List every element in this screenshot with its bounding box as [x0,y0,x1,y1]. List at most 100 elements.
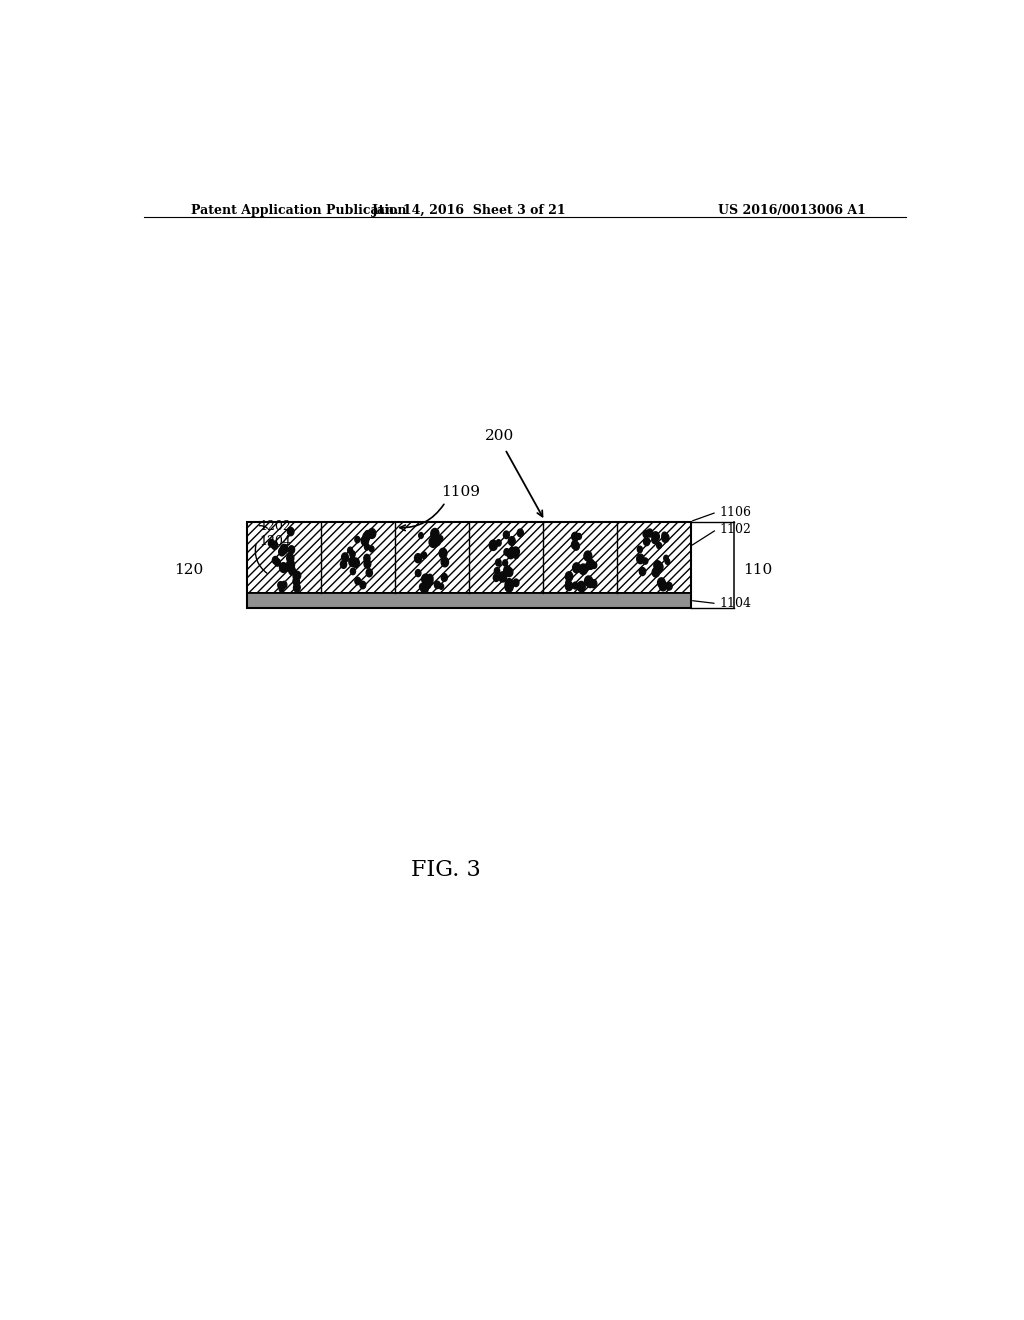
Circle shape [349,557,356,566]
Circle shape [578,581,586,591]
Circle shape [365,544,370,550]
Text: 120: 120 [174,564,204,577]
Circle shape [652,537,657,544]
Circle shape [278,582,284,589]
Circle shape [348,546,352,553]
Circle shape [342,553,348,561]
Circle shape [512,546,519,556]
Circle shape [422,552,427,558]
Circle shape [288,528,294,536]
Circle shape [272,557,279,564]
Circle shape [654,561,662,570]
Text: 1102: 1102 [719,523,752,536]
Circle shape [420,583,425,590]
Circle shape [294,572,301,579]
Circle shape [368,528,376,539]
Circle shape [422,574,429,585]
Circle shape [280,586,284,593]
Circle shape [580,566,585,573]
Circle shape [416,569,421,577]
Circle shape [657,578,666,587]
Circle shape [571,532,579,541]
Circle shape [667,582,672,590]
Bar [247,521,691,609]
Circle shape [279,548,285,556]
Circle shape [429,537,437,548]
Circle shape [568,583,572,589]
Circle shape [643,537,650,545]
Circle shape [286,564,292,572]
Circle shape [439,548,446,558]
Circle shape [494,574,499,581]
Circle shape [419,532,423,539]
Circle shape [507,549,514,558]
Circle shape [282,581,287,589]
Circle shape [513,552,519,558]
Circle shape [506,568,513,577]
Circle shape [289,545,295,553]
Circle shape [355,577,360,585]
Circle shape [287,553,294,562]
Circle shape [505,582,513,591]
Circle shape [268,540,274,546]
Circle shape [352,558,359,568]
Circle shape [439,583,443,589]
Circle shape [646,529,653,537]
Text: 200: 200 [485,429,514,444]
Circle shape [639,568,646,576]
Text: US 2016/0013006 A1: US 2016/0013006 A1 [718,205,866,216]
Circle shape [271,541,278,549]
Circle shape [489,540,498,550]
Circle shape [571,541,578,549]
Circle shape [643,531,649,537]
Circle shape [577,533,582,540]
Circle shape [360,581,366,589]
Circle shape [580,564,588,574]
Circle shape [656,543,662,549]
Circle shape [274,558,281,566]
Circle shape [427,577,433,585]
Circle shape [664,556,669,561]
Circle shape [566,579,570,586]
Circle shape [659,581,667,591]
Circle shape [441,557,449,566]
Circle shape [496,560,501,566]
Text: Patent Application Publication: Patent Application Publication [191,205,407,216]
Circle shape [504,531,509,539]
Circle shape [361,536,369,545]
Circle shape [643,558,648,564]
Circle shape [592,562,597,569]
Circle shape [366,531,371,537]
Circle shape [666,558,670,565]
Circle shape [495,568,500,574]
Circle shape [652,568,659,577]
Text: Jan. 14, 2016  Sheet 3 of 21: Jan. 14, 2016 Sheet 3 of 21 [372,205,566,216]
Text: 1202: 1202 [259,520,291,533]
Circle shape [427,574,433,582]
Circle shape [571,533,577,540]
Text: 1104: 1104 [719,597,752,610]
Circle shape [340,561,347,569]
Circle shape [350,550,355,557]
Circle shape [281,544,288,554]
Circle shape [293,573,299,581]
Bar [247,521,691,593]
Circle shape [662,532,667,539]
Circle shape [434,581,440,589]
Circle shape [572,582,578,589]
Circle shape [585,576,593,586]
Circle shape [510,548,515,553]
Circle shape [504,549,509,556]
Circle shape [280,562,287,573]
Text: 110: 110 [743,564,772,577]
Circle shape [365,531,370,537]
Circle shape [436,536,441,543]
Circle shape [565,581,572,590]
Text: FIG. 3: FIG. 3 [411,859,480,880]
Circle shape [431,528,439,539]
Circle shape [587,578,594,587]
Circle shape [652,532,659,541]
Text: 1106: 1106 [719,506,752,519]
Circle shape [441,573,447,581]
Circle shape [513,579,519,586]
